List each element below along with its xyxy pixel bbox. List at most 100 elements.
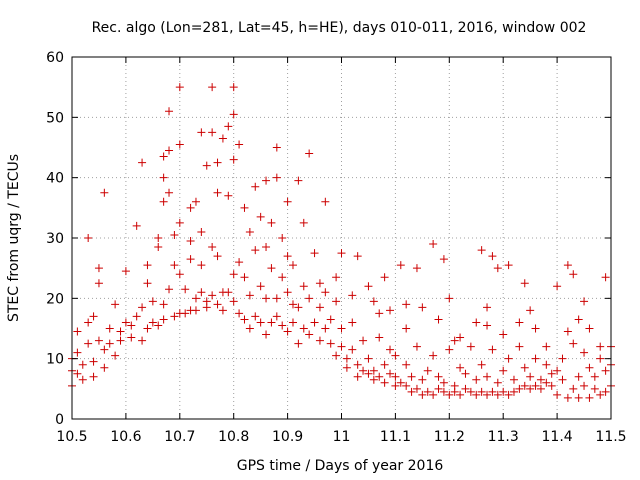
x-axis-ticks: 10.5 10.6 10.7 10.8 10.9 11 11.1 11.2 11.3 11.4 11… <box>56 57 627 445</box>
x-tick-label: 11.1 <box>380 429 411 445</box>
data-point <box>412 384 421 393</box>
data-point <box>121 318 130 327</box>
data-point <box>159 300 168 309</box>
data-point <box>175 218 184 227</box>
data-point <box>256 282 265 291</box>
data-point <box>504 261 513 270</box>
data-point <box>191 294 200 303</box>
data-point <box>369 366 378 375</box>
data-point <box>127 321 136 330</box>
data-point <box>407 372 416 381</box>
data-point <box>78 360 87 369</box>
data-point <box>434 315 443 324</box>
data-point <box>520 279 529 288</box>
data-point <box>181 309 190 318</box>
data-point <box>402 324 411 333</box>
data-point <box>466 342 475 351</box>
data-point <box>186 203 195 212</box>
data-point <box>445 345 454 354</box>
data-point <box>450 381 459 390</box>
data-point <box>493 390 502 399</box>
y-axis-label: STEC from uqrg / TECUs <box>6 154 22 322</box>
data-point <box>499 387 508 396</box>
data-point <box>332 297 341 306</box>
data-point <box>100 188 109 197</box>
data-point <box>175 140 184 149</box>
data-point <box>321 197 330 206</box>
data-point <box>89 357 98 366</box>
data-point <box>483 303 492 312</box>
data-point <box>375 372 384 381</box>
data-point <box>256 212 265 221</box>
data-point <box>278 273 287 282</box>
data-point <box>262 176 271 185</box>
data-point <box>272 312 281 321</box>
data-point <box>94 336 103 345</box>
data-point <box>100 345 109 354</box>
data-point <box>111 300 120 309</box>
data-point <box>272 173 281 182</box>
data-point <box>175 270 184 279</box>
data-point <box>208 83 217 92</box>
data-point <box>439 255 448 264</box>
data-point <box>396 261 405 270</box>
data-point <box>574 315 583 324</box>
data-point <box>472 375 481 384</box>
chart-title: Rec. algo (Lon=281, Lat=45, h=HE), days … <box>92 20 587 36</box>
data-point <box>574 393 583 402</box>
data-point <box>278 234 287 242</box>
data-point <box>213 188 222 197</box>
data-point <box>418 390 427 399</box>
data-point <box>262 330 271 339</box>
data-point <box>235 258 244 267</box>
x-tick-label: 11.4 <box>542 429 573 445</box>
data-point <box>429 390 438 399</box>
data-point <box>499 330 508 339</box>
data-point <box>590 372 599 381</box>
data-point <box>402 300 411 309</box>
data-point <box>165 188 174 197</box>
data-point <box>272 294 281 303</box>
data-point <box>240 273 249 282</box>
data-point <box>563 393 572 402</box>
data-point <box>407 387 416 396</box>
data-point <box>202 297 211 306</box>
data-point <box>138 158 147 167</box>
data-point <box>186 255 195 264</box>
x-tick-label: 10.9 <box>272 429 303 445</box>
data-point <box>596 354 605 363</box>
data-point <box>493 264 502 273</box>
data-point <box>515 384 524 393</box>
data-point <box>159 152 168 161</box>
x-tick-label: 11 <box>333 429 351 445</box>
data-point <box>235 309 244 318</box>
data-point <box>197 128 206 137</box>
data-point <box>526 306 535 315</box>
data-point <box>531 381 540 390</box>
data-point <box>461 384 470 393</box>
y-tick-label: 60 <box>46 50 64 66</box>
data-point <box>375 309 384 318</box>
data-point <box>224 288 233 297</box>
data-point <box>262 243 271 252</box>
data-point <box>509 387 518 396</box>
data-point <box>601 387 610 396</box>
data-point <box>456 390 465 399</box>
data-point <box>229 297 238 306</box>
data-point <box>267 318 276 327</box>
data-point <box>353 372 362 381</box>
data-point <box>386 345 395 354</box>
data-point <box>580 297 589 306</box>
data-point <box>386 306 395 315</box>
data-point <box>191 197 200 206</box>
data-point <box>439 378 448 387</box>
data-point <box>143 279 152 288</box>
data-point <box>380 273 389 282</box>
data-point <box>299 282 308 291</box>
data-point <box>332 273 341 282</box>
data-point <box>197 227 206 236</box>
data-point <box>251 312 260 321</box>
data-point <box>563 327 572 336</box>
data-point <box>364 369 373 378</box>
